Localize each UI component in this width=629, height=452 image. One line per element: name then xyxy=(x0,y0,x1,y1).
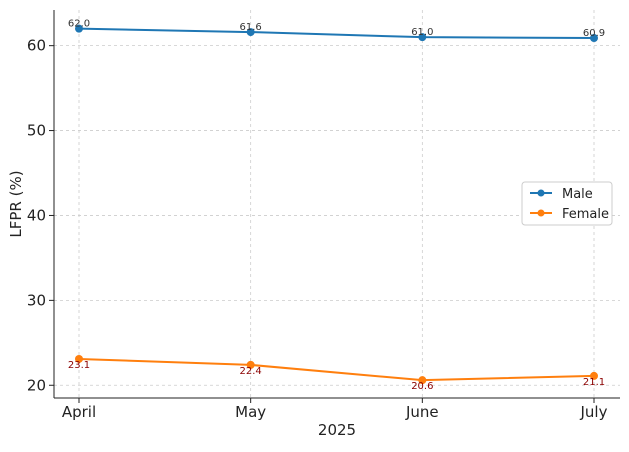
y-tick-label: 60 xyxy=(27,37,46,55)
legend: Male Female xyxy=(521,181,613,226)
data-label: 62.0 xyxy=(68,19,90,30)
data-label: 20.6 xyxy=(411,381,433,392)
data-label: 22.4 xyxy=(240,366,262,377)
y-tick-label: 50 xyxy=(27,122,46,140)
axes xyxy=(53,10,620,399)
series xyxy=(75,24,598,385)
data-label: 23.1 xyxy=(68,360,90,371)
x-tick-label: April xyxy=(62,403,96,421)
legend-label-female: Female xyxy=(562,207,609,222)
data-label: 60.9 xyxy=(583,28,605,39)
data-label: 21.1 xyxy=(583,377,605,388)
legend-swatch-marker xyxy=(537,189,545,197)
data-point xyxy=(590,371,598,380)
data-point xyxy=(246,28,255,37)
series-line-female xyxy=(78,357,595,382)
data-point xyxy=(418,376,427,385)
x-tick-label: June xyxy=(405,403,439,421)
y-axis-title: LFPR (%) xyxy=(7,170,25,237)
x-tick-label: July xyxy=(580,403,608,421)
y-tick-label: 40 xyxy=(27,206,46,224)
data-point xyxy=(590,34,598,43)
data-label: 61.0 xyxy=(411,27,433,38)
data-point xyxy=(75,354,83,363)
legend-label-male: Male xyxy=(562,187,593,202)
data-labels: 62.0 61.6 61.0 60.9 23.1 22.4 20.6 21.1 xyxy=(68,19,605,392)
data-point xyxy=(75,24,83,33)
data-point xyxy=(418,33,427,42)
legend-item-male: Male xyxy=(530,187,593,202)
x-tick-label: May xyxy=(235,403,266,421)
x-axis-title: 2025 xyxy=(318,421,356,439)
ticks: 20 30 40 50 60 April May June July xyxy=(27,37,608,421)
series-line-male xyxy=(78,27,595,40)
data-point xyxy=(246,360,255,369)
data-label: 61.6 xyxy=(240,22,262,33)
legend-item-female: Female xyxy=(530,207,609,222)
y-tick-label: 20 xyxy=(27,376,46,394)
legend-swatch-marker xyxy=(537,209,545,217)
y-tick-label: 30 xyxy=(27,291,46,309)
